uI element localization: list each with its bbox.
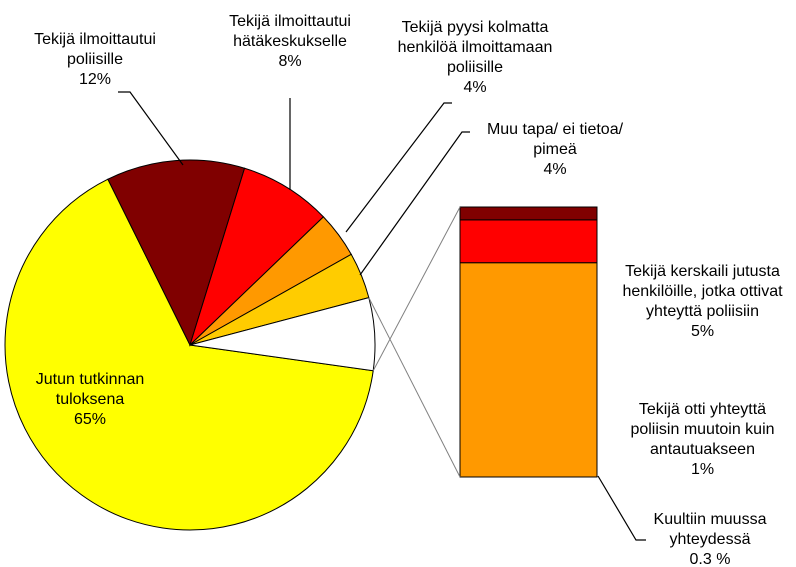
bar-segment: [459, 262, 598, 478]
bar-label: Kuultiin muussa yhteydessä 0.3 %: [640, 510, 780, 567]
pie-slice: [188, 167, 325, 347]
leader-line: [118, 91, 184, 166]
category: Kuultiin muussa yhteydessä: [653, 511, 767, 548]
slice-label: Muu tapa/ ei tietoa/ pimeä 4%: [470, 120, 640, 180]
bar-segment: [459, 206, 598, 221]
value-label: 65%: [73, 411, 107, 428]
pie-slice: [4, 178, 374, 531]
value-label: 4%: [543, 161, 567, 178]
value-label: 4%: [463, 79, 487, 96]
category: Tekijä ilmoittautui hätäkeskukselle: [229, 13, 351, 50]
slice-label: Tekijä ilmoittautui poliisille 12%: [10, 30, 180, 90]
slice-label: Jutun tutkinnan tuloksena 65%: [20, 370, 160, 430]
category: Jutun tutkinnan tuloksena: [35, 371, 145, 408]
category: Tekijä kerskaili jutusta henkilöille, jo…: [622, 263, 783, 320]
category: Tekijä ilmoittautui poliisille: [34, 31, 156, 68]
leader-line: [597, 475, 646, 541]
bar-label: Tekijä otti yhteyttä poliisin muutoin ku…: [615, 400, 790, 480]
bar-segment: [459, 219, 598, 264]
connector: [368, 297, 461, 478]
slice-label: Tekijä pyysi kolmatta henkilöä ilmoittam…: [380, 18, 570, 98]
bar-label: Tekijä kerskaili jutusta henkilöille, jo…: [615, 262, 790, 342]
value-label: 0.3 %: [689, 551, 731, 567]
slice-label: Tekijä ilmoittautui hätäkeskukselle 8%: [205, 12, 375, 72]
value-label: 1%: [690, 461, 715, 478]
category: Tekijä pyysi kolmatta henkilöä ilmoittam…: [397, 19, 553, 76]
category: Tekijä otti yhteyttä poliisin muutoin ku…: [630, 401, 775, 458]
leader-line: [345, 102, 452, 233]
leader-line: [359, 131, 470, 276]
value-label: 8%: [278, 53, 302, 70]
category: Muu tapa/ ei tietoa/ pimeä: [486, 121, 624, 158]
value-label: 12%: [78, 71, 112, 88]
value-label: 5%: [690, 323, 715, 340]
connector: [372, 206, 461, 371]
pie-slice: [107, 159, 246, 347]
